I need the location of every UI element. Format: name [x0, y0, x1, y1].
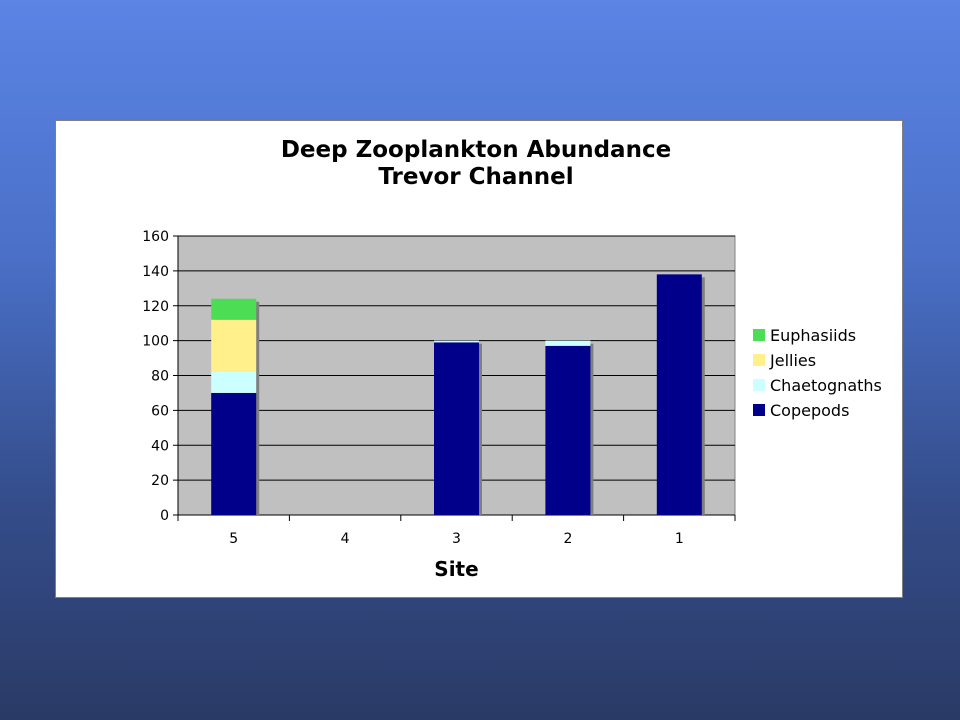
bar-copepods-site-1 [656, 274, 702, 515]
bar-jellies-site-5 [211, 319, 257, 373]
x-tick-label: 2 [563, 531, 572, 547]
y-tick-label: 20 [151, 473, 169, 489]
legend-label-copepods: Copepods [770, 401, 849, 420]
chart-title-line-2: Trevor Channel [378, 164, 574, 190]
legend-label-jellies: Jellies [769, 351, 816, 370]
y-tick-label: 60 [151, 403, 169, 419]
legend-swatch-chaetognaths [753, 379, 765, 391]
bar-chaetognaths-site-2 [545, 340, 591, 346]
x-axis-label: Site [434, 557, 478, 581]
legend-swatch-euphasiids [753, 329, 765, 341]
bar-copepods-site-5 [211, 392, 257, 515]
legend-swatch-copepods [753, 404, 765, 416]
y-tick-label: 40 [151, 438, 169, 454]
y-tick-label: 160 [142, 229, 169, 245]
y-tick-label: 100 [142, 334, 169, 350]
bar-chart: 0 20 40 60 80 100 120 140 160 5 4 3 2 1 Site Euphasiids… [142, 229, 882, 581]
chart-title: Deep Zooplankton Abundance Trevor Channe… [56, 137, 896, 191]
bar-copepods-site-2 [545, 345, 591, 515]
y-tick-label: 140 [142, 264, 169, 280]
bar-copepods-site-3 [434, 342, 479, 515]
chart-title-line-1: Deep Zooplankton Abundance [280, 137, 672, 163]
x-tick-label: 3 [452, 531, 461, 547]
bar-euphasiids-site-5 [211, 298, 257, 320]
bar-chaetognaths-site-3 [434, 340, 479, 343]
x-tick-label: 4 [341, 531, 350, 547]
bar-chaetognaths-site-5 [211, 372, 257, 393]
chart-panel: Deep Zooplankton Abundance Trevor Channe… [55, 120, 903, 598]
y-tick-label: 80 [151, 369, 169, 385]
x-tick-label: 1 [675, 531, 684, 547]
y-tick-label: 120 [142, 299, 169, 315]
legend-swatch-jellies [753, 354, 765, 366]
legend-label-chaetognaths: Chaetognaths [770, 376, 882, 395]
x-tick-label: 5 [229, 531, 238, 547]
y-tick-label: 0 [160, 508, 169, 524]
legend-label-euphasiids: Euphasiids [770, 326, 856, 345]
